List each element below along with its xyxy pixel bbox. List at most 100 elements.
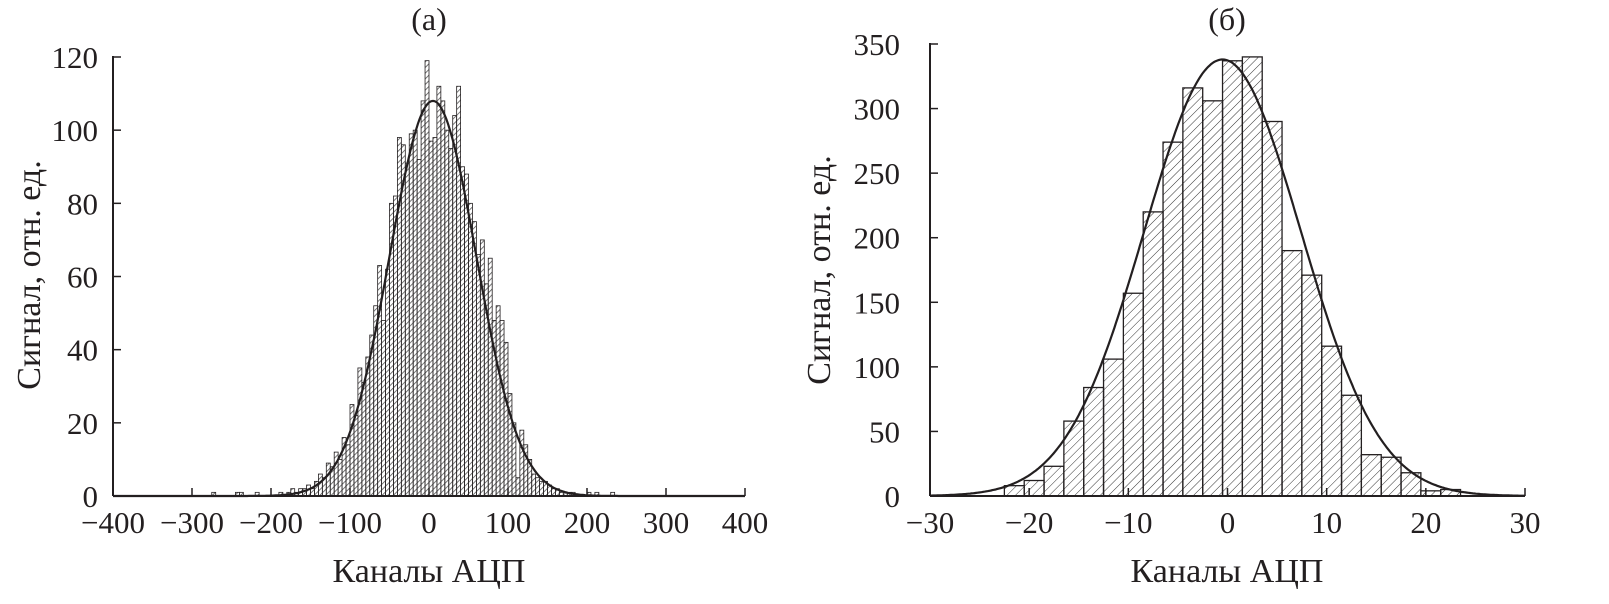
histogram-bar [1142, 211, 1164, 497]
histogram-bar [1102, 358, 1125, 497]
y-tick-label: 250 [854, 156, 901, 191]
histogram-bar [1122, 292, 1144, 497]
panel-b-x-axis-label: Каналы АЦП [1131, 553, 1324, 590]
histogram-bar [1063, 420, 1085, 497]
histogram-bar [310, 488, 315, 497]
histogram-bar [393, 195, 398, 497]
histogram-bar [1340, 394, 1363, 497]
gaussian-fit-curve [930, 58, 1525, 497]
histogram-bar [468, 202, 473, 497]
histogram-bar [1162, 141, 1184, 497]
histogram-bar [424, 60, 430, 497]
y-tick-label: 150 [854, 285, 901, 320]
x-tick-label: 20 [1410, 505, 1441, 540]
histogram-bar [317, 473, 323, 497]
panel-b: (б) Каналы АЦП Сигнал, отн. ед. −30 −20 −1… [801, 1, 1541, 590]
histogram-bar [357, 367, 363, 497]
histogram-bar [408, 133, 414, 497]
histogram-bar [535, 477, 541, 497]
y-tick-label: 40 [67, 333, 98, 368]
x-tick-label: 30 [1510, 505, 1541, 540]
histogram-bar [1083, 386, 1105, 497]
histogram-bar [412, 129, 418, 497]
histogram-bar [1360, 454, 1382, 497]
x-tick-label: −400 [81, 505, 145, 540]
histogram-bar [1321, 345, 1343, 497]
histogram-bar [452, 115, 458, 497]
histogram-bar [456, 85, 461, 497]
histogram-bar [381, 319, 386, 497]
histogram-bar [1261, 120, 1283, 497]
histogram-bar [1281, 249, 1303, 497]
histogram-bar [400, 144, 406, 497]
y-tick-label: 100 [854, 350, 901, 385]
histogram-bar [385, 268, 390, 497]
y-tick-label: 50 [869, 414, 900, 449]
histogram-bar [464, 173, 469, 497]
panel-b-title: (б) [1208, 1, 1246, 37]
histogram-bar [1380, 456, 1402, 497]
histogram-bar [440, 100, 446, 497]
histogram-bar [416, 159, 422, 497]
x-tick-label: 100 [485, 505, 532, 540]
histogram-bar [1202, 100, 1224, 497]
histogram-bar [349, 404, 355, 497]
y-tick-label: 0 [83, 479, 99, 514]
histogram-bar [420, 100, 426, 497]
y-tick-label: 100 [52, 113, 99, 148]
y-tick-label: 120 [52, 40, 99, 75]
y-tick-label: 80 [67, 186, 98, 221]
histogram-bar [531, 473, 537, 497]
histogram-bar [495, 305, 501, 497]
histogram-bar [325, 462, 331, 497]
x-tick-label: 0 [1220, 505, 1236, 540]
histogram-bar [1301, 274, 1323, 497]
histogram-bar [539, 480, 544, 497]
x-tick-label: −300 [160, 505, 224, 540]
histogram-bar [404, 162, 410, 497]
x-tick-label: −30 [906, 505, 954, 540]
panel-a-x-axis-label: Каналы АЦП [333, 553, 526, 590]
x-tick-label: −20 [1005, 505, 1053, 540]
histogram-bar [1043, 465, 1065, 497]
histogram-bar [503, 341, 509, 497]
histogram-bar [472, 221, 477, 497]
histogram-bar [444, 129, 450, 497]
y-tick-label: 350 [854, 27, 901, 62]
y-tick-label: 0 [885, 479, 901, 514]
histogram-bar [460, 166, 465, 497]
histogram-bar [1003, 485, 1025, 497]
panel-a-title: (а) [411, 1, 447, 37]
x-tick-label: −10 [1104, 505, 1152, 540]
histogram-bar [487, 257, 493, 497]
histogram-bar [428, 140, 434, 497]
x-tick-label: −100 [318, 505, 382, 540]
panel-a-y-axis-label: Сигнал, отн. ед. [11, 160, 48, 389]
x-tick-label: −200 [239, 505, 303, 540]
x-tick-label: 200 [564, 505, 611, 540]
y-tick-label: 60 [67, 260, 98, 295]
histogram-bar [515, 477, 521, 497]
histogram-bar [1023, 479, 1045, 497]
x-tick-label: 0 [421, 505, 437, 540]
x-tick-label: 300 [643, 505, 690, 540]
histogram-bar [551, 488, 556, 497]
panel-b-y-axis-label: Сигнал, отн. ед. [801, 155, 838, 384]
histogram-bar [448, 148, 454, 497]
histogram-bar [475, 254, 481, 497]
histogram-bar [519, 429, 525, 497]
histogram-bar [1182, 87, 1204, 497]
histogram-bar [511, 422, 517, 497]
histogram-bar [337, 459, 343, 497]
histogram-bar [1241, 56, 1263, 497]
panel-a: (а) Каналы АЦП Сигнал, отн. ед. −400 −300… [11, 1, 768, 590]
x-tick-label: 10 [1311, 505, 1342, 540]
y-tick-label: 20 [67, 406, 98, 441]
histogram-bar [432, 137, 438, 497]
y-tick-label: 300 [854, 92, 901, 127]
histogram-bar [1221, 60, 1244, 497]
x-tick-label: 400 [722, 505, 769, 540]
y-tick-label: 200 [854, 221, 901, 256]
histogram-bar [499, 319, 505, 497]
